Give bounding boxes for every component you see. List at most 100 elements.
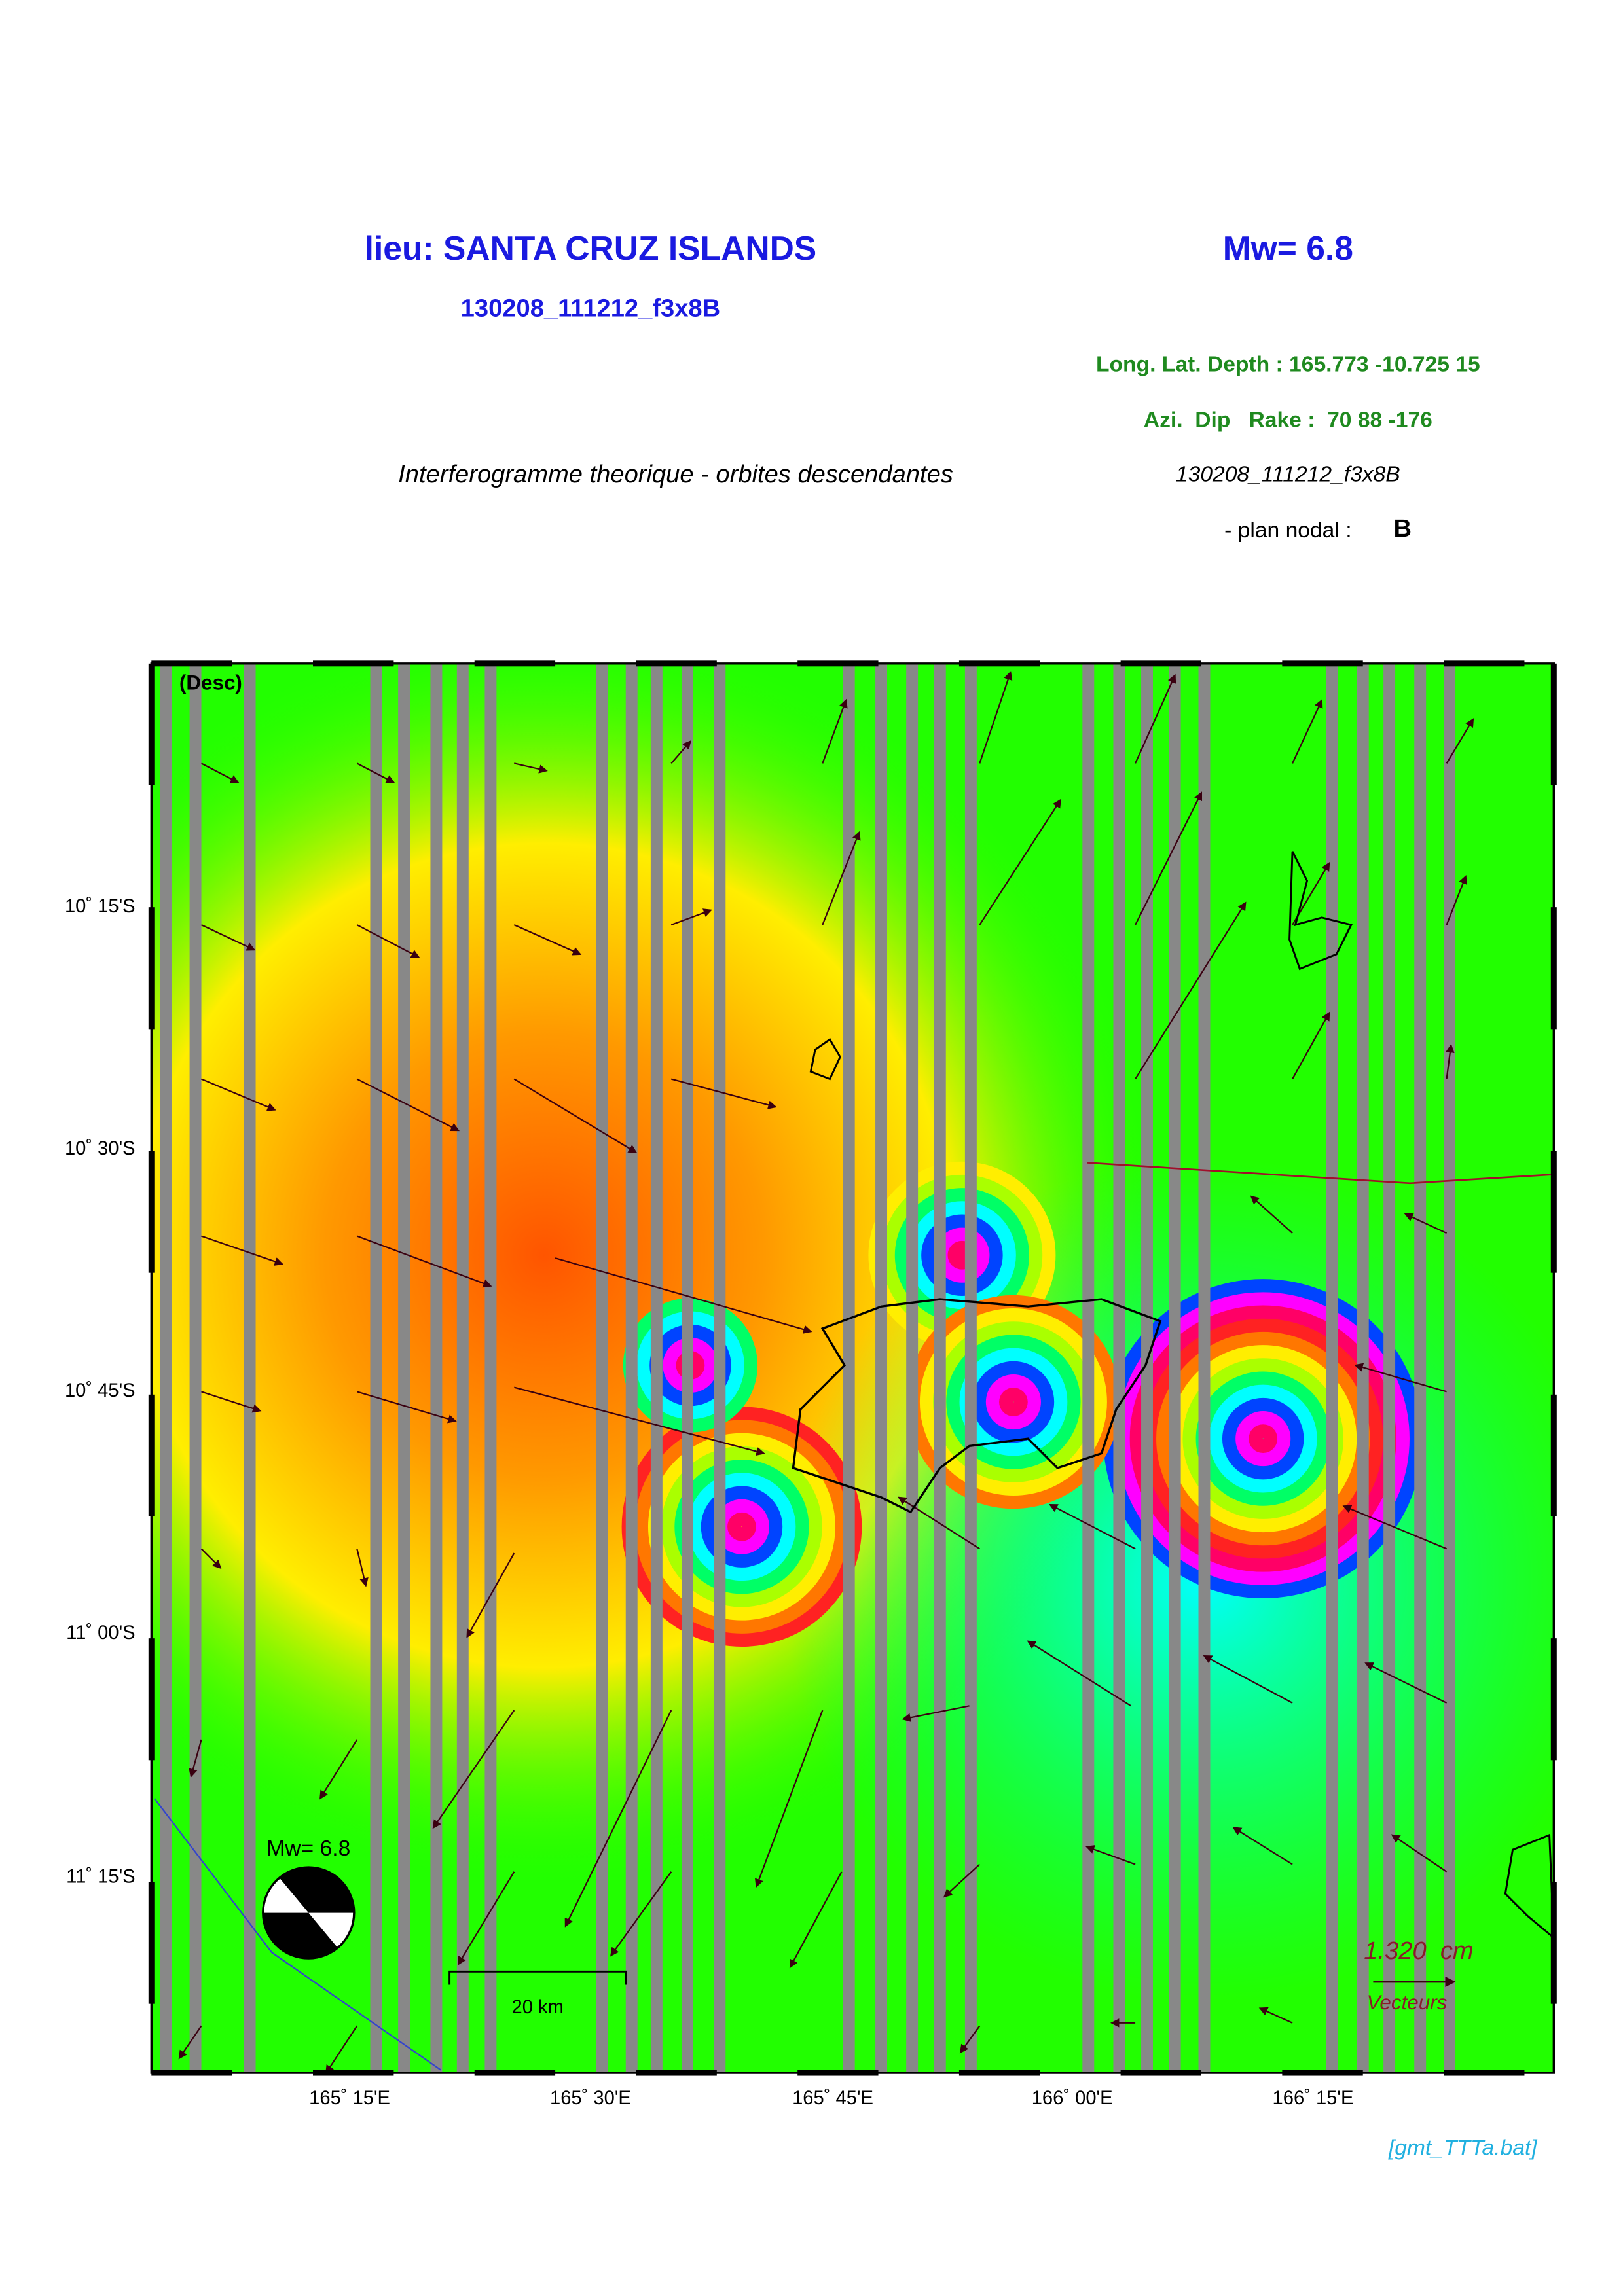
displacement-vectors <box>178 671 1474 2073</box>
frame-bar <box>151 2070 232 2076</box>
frame-bar <box>148 663 155 785</box>
vector <box>1354 1363 1447 1393</box>
islands <box>809 851 1554 1939</box>
vector <box>200 1548 222 1570</box>
vector <box>1027 1640 1131 1707</box>
fringe-ring <box>1222 1397 1304 1480</box>
orbit-label: (Desc) <box>179 672 242 694</box>
trench <box>153 1797 441 2071</box>
fringe-ring <box>946 1335 1081 1469</box>
frame-bar <box>1550 663 1557 785</box>
gap-stripe <box>875 663 888 2073</box>
fringe-ring <box>1235 1411 1291 1467</box>
gap-stripe <box>906 663 919 2073</box>
vector <box>356 1235 492 1288</box>
gap-stripe <box>681 663 693 2073</box>
latitude-label: 11˚ 00'S <box>66 1623 135 1643</box>
gap-stripe <box>843 663 855 2073</box>
gap-stripe <box>370 663 382 2073</box>
gap-stripe <box>484 663 497 2073</box>
gap-stripe <box>456 663 469 2073</box>
coastline <box>792 1298 1162 1514</box>
vector <box>1342 1505 1448 1550</box>
vector <box>1446 874 1467 925</box>
mechanism-params: Azi. Dip Rake : 70 88 -176 <box>1144 408 1432 433</box>
gap-stripe <box>1198 663 1211 2073</box>
gap-stripe <box>934 663 946 2073</box>
vector <box>564 1710 672 1928</box>
axis-labels: 10˚ 15'S 10˚ 30'S 10˚ 45'S 11˚ 00'S 11˚ 15'S… <box>65 896 1353 2109</box>
frame-bar <box>148 1151 155 1273</box>
fringe-ring <box>634 1420 849 1634</box>
vector <box>356 1391 457 1424</box>
vector <box>201 924 256 951</box>
beachball-label: Mw= 6.8 <box>266 1837 350 1861</box>
vector <box>1292 1011 1330 1080</box>
latitude-label: 10˚ 45'S <box>65 1380 136 1401</box>
frame-bar <box>958 2070 1040 2076</box>
magnitude: Mw= 6.8 <box>1223 229 1353 267</box>
vector <box>1135 791 1203 925</box>
latitude-label: 10˚ 15'S <box>65 896 136 917</box>
gap-stripe <box>964 663 977 2073</box>
event-id-italic: 130208_111212_f3x8B <box>1176 463 1400 487</box>
fault-trace <box>1086 1162 1554 1185</box>
vector <box>1232 1827 1293 1865</box>
vector <box>432 1710 515 1829</box>
longitude-label: 165˚ 15'E <box>309 2088 390 2109</box>
gap-stripe <box>398 663 410 2073</box>
latitude-label: 10˚ 30'S <box>65 1138 136 1159</box>
vector <box>466 1552 515 1638</box>
fringe-ring <box>1209 1384 1317 1493</box>
vector <box>513 1078 638 1153</box>
fringe-ring <box>972 1361 1055 1443</box>
longitude-label: 166˚ 00'E <box>1032 2088 1113 2109</box>
vector <box>514 1386 765 1456</box>
gap-stripe <box>1444 663 1456 2073</box>
vector <box>1292 698 1323 764</box>
vector <box>1446 1043 1455 1079</box>
frame-bar <box>1444 660 1525 667</box>
gap-stripe <box>160 663 172 2073</box>
scale-bar <box>448 1970 627 1985</box>
script-name: [gmt_TTTa.bat] <box>1388 2136 1537 2161</box>
vector <box>513 924 582 956</box>
gap-stripe <box>1414 663 1427 2073</box>
frame-bar <box>148 1394 155 1516</box>
frame-bar <box>1120 2070 1202 2076</box>
subtitle: Interferogramme theorique - orbites desc… <box>398 460 953 488</box>
frame-bar <box>797 2070 879 2076</box>
vector <box>201 1235 284 1266</box>
fringe-ring <box>919 1308 1107 1496</box>
longitude-label: 166˚ 15'E <box>1273 2088 1354 2109</box>
vector <box>979 798 1061 925</box>
vector <box>325 2025 358 2073</box>
latitude-label: 11˚ 15'S <box>66 1866 135 1887</box>
fringe-ring <box>999 1388 1028 1416</box>
fringe-ring <box>701 1486 783 1568</box>
vector <box>201 1391 262 1413</box>
vector <box>1250 1195 1293 1234</box>
vector <box>319 1739 358 1800</box>
vector <box>201 1078 276 1111</box>
vector <box>201 762 240 783</box>
frame-bar <box>636 2070 717 2076</box>
frame-bar <box>1550 1638 1557 1761</box>
frame-bar <box>1550 1151 1557 1273</box>
gap-stripe <box>650 663 663 2073</box>
frame-bar <box>1550 1882 1557 2004</box>
vector <box>822 698 848 764</box>
longitude-label: 165˚ 30'E <box>550 2088 631 2109</box>
vector <box>610 1871 672 1957</box>
vector <box>1391 1834 1448 1873</box>
vector <box>1203 1655 1293 1704</box>
vector <box>1135 673 1176 764</box>
gap-stripe <box>1082 663 1095 2073</box>
vector <box>1085 1845 1136 1865</box>
vector-label: Vecteurs <box>1367 1991 1448 2014</box>
frame-bar <box>313 660 394 667</box>
frame-bar <box>474 2070 556 2076</box>
scale-bar-label: 20 km <box>512 1997 564 2018</box>
vector <box>902 1705 970 1722</box>
nodal-plane: B <box>1394 514 1412 543</box>
